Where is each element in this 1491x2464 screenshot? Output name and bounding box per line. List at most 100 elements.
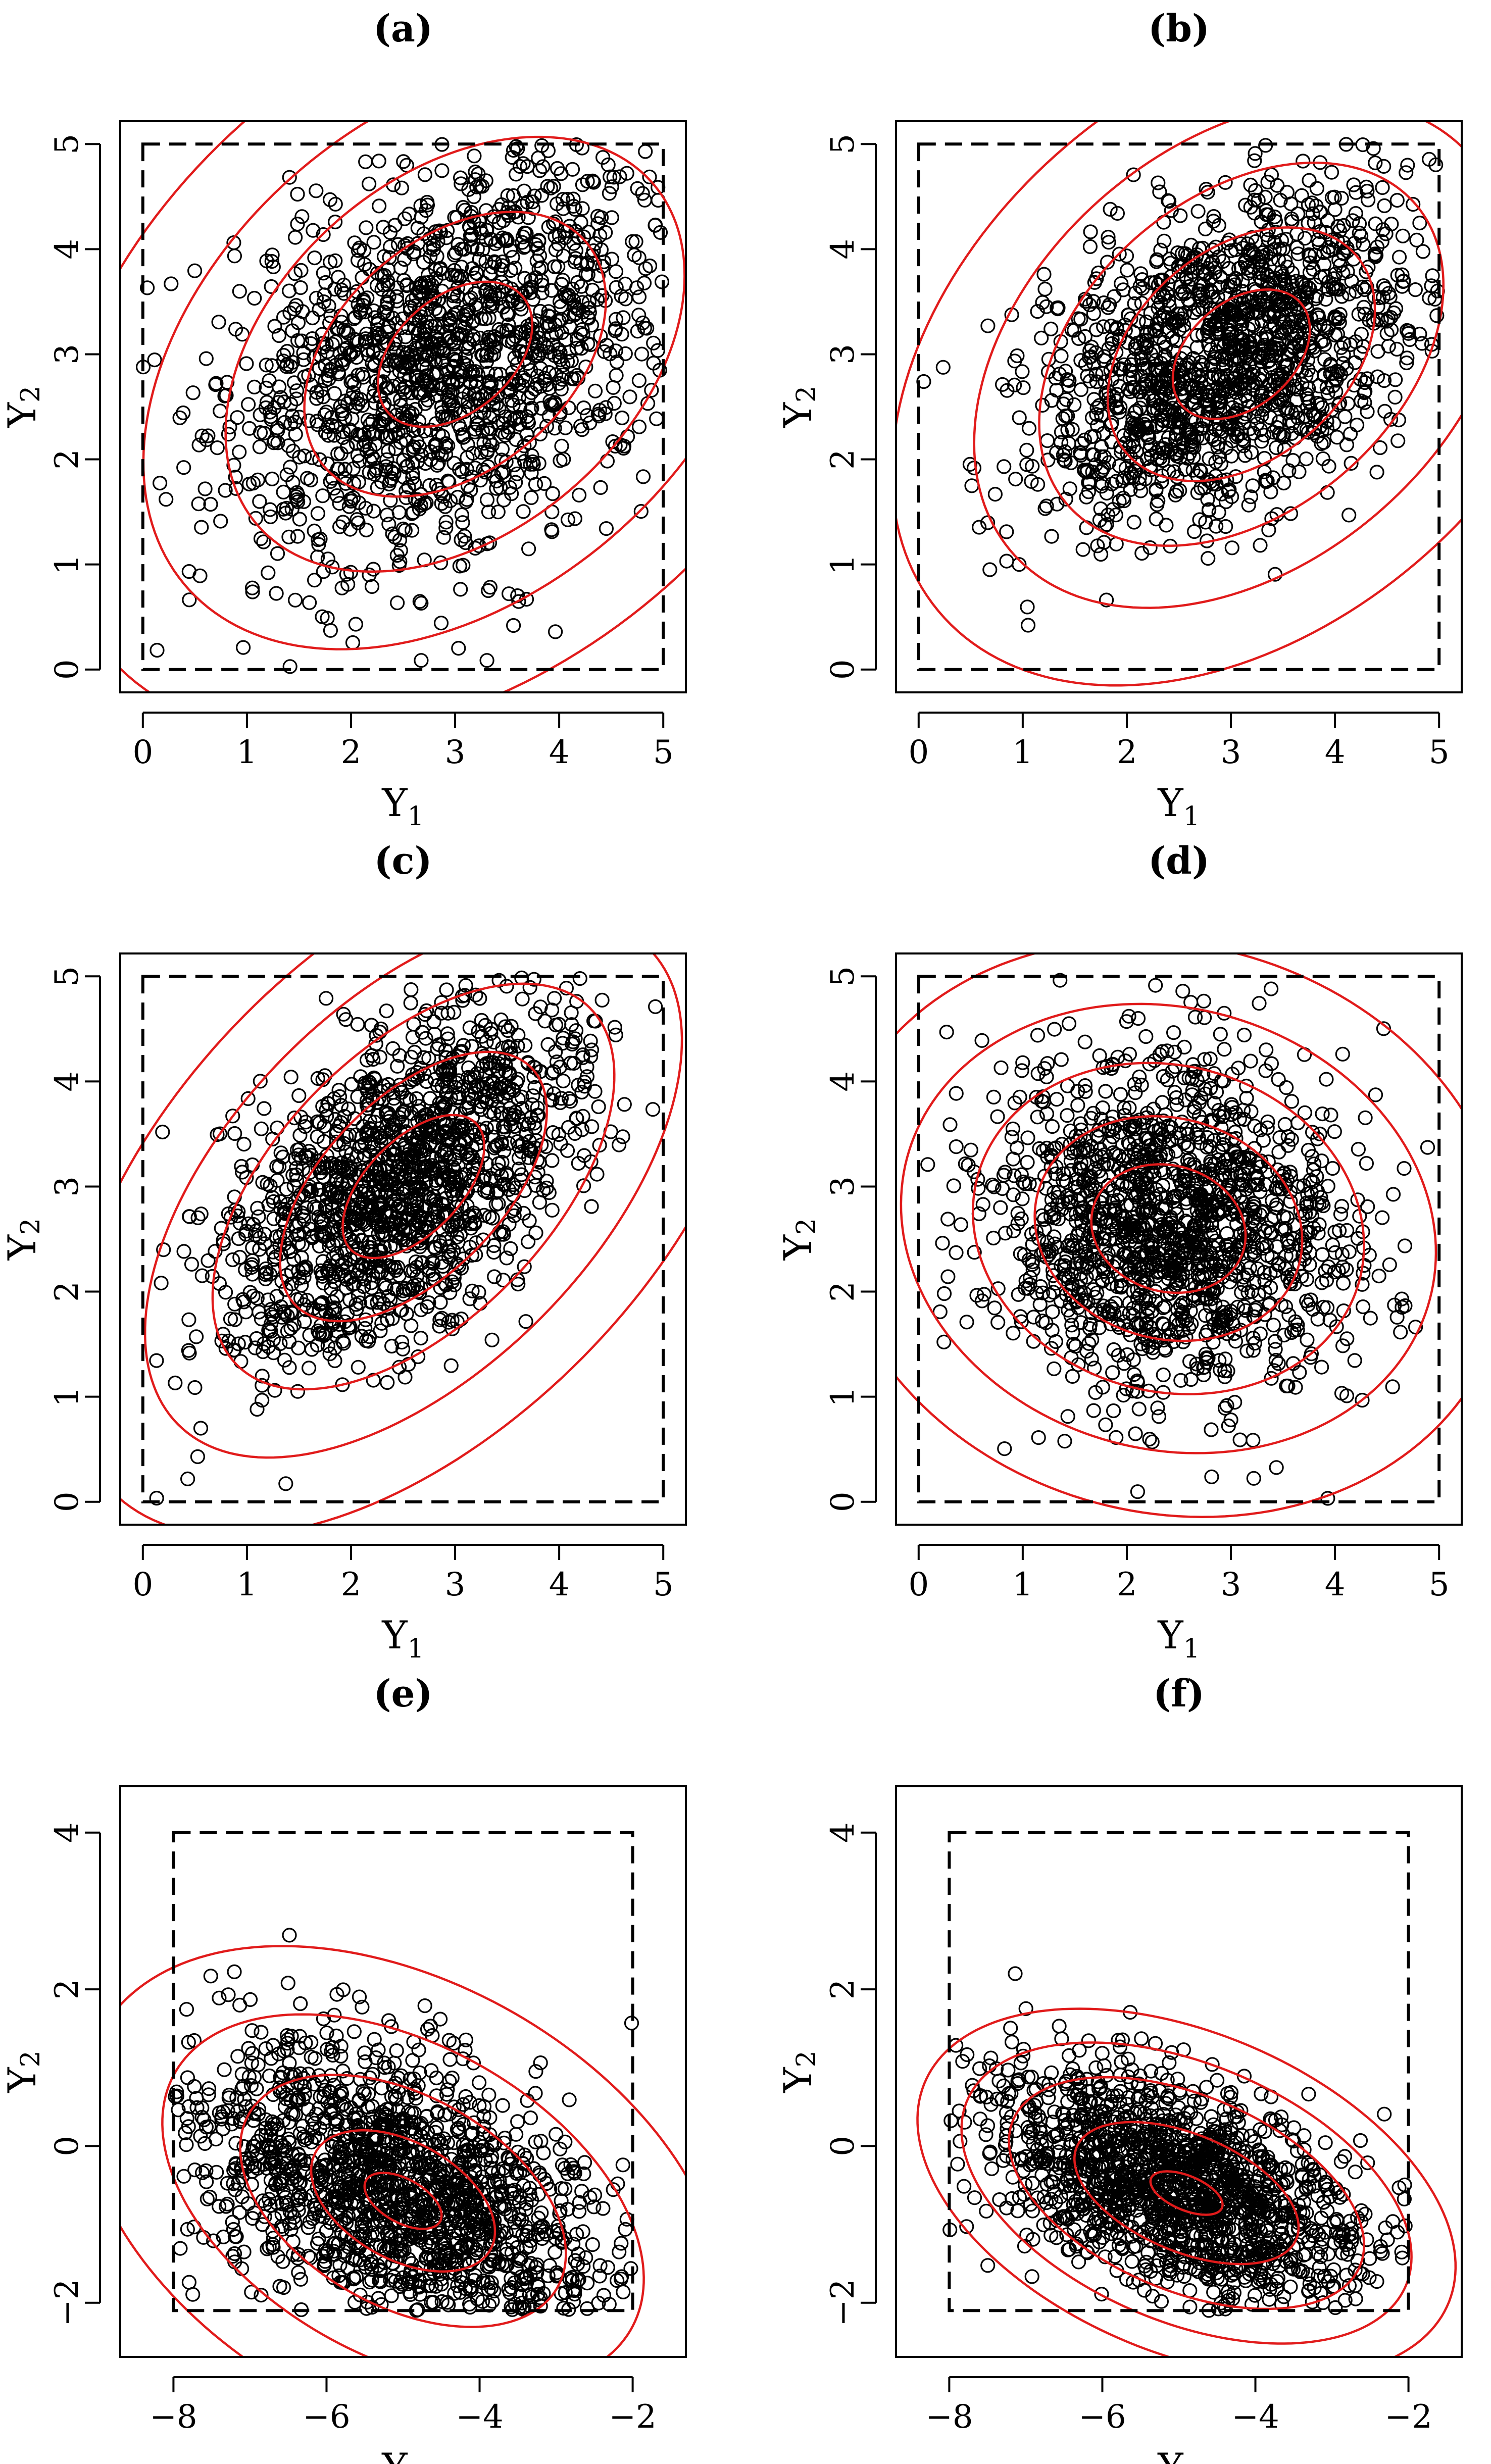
data-point [482, 1055, 498, 1071]
data-point [448, 268, 463, 283]
data-point [1089, 407, 1104, 422]
data-point [997, 459, 1012, 474]
data-point [258, 1261, 273, 1276]
data-point [649, 411, 664, 426]
data-point [507, 457, 522, 473]
data-point [1101, 341, 1116, 356]
data-point [366, 504, 381, 519]
data-point [548, 624, 563, 639]
data-point [430, 234, 445, 249]
density-contours [120, 121, 686, 692]
data-point [415, 358, 430, 373]
data-point [1247, 192, 1262, 208]
data-point [182, 592, 197, 608]
data-point [492, 367, 508, 382]
x-tick-label: 3 [445, 734, 466, 771]
data-point [366, 1373, 381, 1388]
data-point [482, 1061, 498, 1076]
data-point [312, 1327, 327, 1342]
data-point [1120, 446, 1135, 461]
data-point [213, 404, 228, 419]
data-point [527, 348, 543, 364]
data-point [437, 412, 453, 427]
data-point [257, 1227, 272, 1242]
data-point [551, 259, 566, 274]
data-point [284, 501, 300, 517]
data-point [227, 1342, 242, 1357]
y-tick-label: 2 [48, 449, 86, 470]
data-point [598, 225, 613, 240]
data-point [1234, 303, 1249, 318]
data-point [495, 1224, 511, 1239]
data-point [281, 283, 297, 298]
data-point [393, 260, 409, 276]
data-point [1206, 358, 1221, 374]
data-point [1387, 389, 1403, 405]
data-point [509, 410, 524, 425]
data-point [1301, 247, 1316, 262]
data-point [1331, 253, 1347, 268]
data-point [401, 1356, 416, 1372]
data-point [343, 346, 359, 362]
data-point [1360, 404, 1375, 419]
data-point [1103, 202, 1118, 217]
data-point [301, 413, 317, 428]
data-point [1016, 380, 1031, 395]
data-point [653, 225, 668, 240]
data-point [569, 340, 584, 356]
data-point [1415, 244, 1430, 259]
data-point [293, 1151, 309, 1166]
data-point [312, 1115, 327, 1130]
data-point [481, 332, 496, 347]
data-point [1248, 1204, 1263, 1220]
data-point [307, 573, 322, 588]
data-point [379, 1003, 394, 1019]
data-point [1224, 448, 1239, 464]
data-point [1119, 248, 1134, 264]
data-point [247, 290, 262, 306]
data-point [458, 349, 473, 364]
data-point [1012, 410, 1027, 425]
data-point [630, 181, 645, 196]
data-point [1334, 190, 1349, 206]
data-point [630, 324, 645, 339]
data-point [1243, 489, 1259, 505]
data-point [481, 505, 496, 520]
data-point [554, 1091, 569, 1106]
data-point [1153, 295, 1168, 310]
contour-line [896, 121, 1462, 687]
plot-frame [119, 952, 687, 1526]
data-point [364, 1275, 379, 1290]
data-point [358, 154, 373, 169]
data-point [515, 991, 530, 1007]
data-point [332, 1089, 347, 1104]
data-point [1429, 308, 1445, 323]
data-point [351, 1211, 366, 1226]
data-point [471, 1285, 486, 1300]
data-point [554, 438, 569, 454]
data-point [1039, 1069, 1054, 1084]
data-point [552, 1017, 567, 1032]
data-point [1126, 167, 1141, 182]
data-point [154, 1276, 169, 1291]
data-point [1128, 285, 1143, 300]
data-point [1065, 422, 1080, 437]
data-point [390, 237, 406, 252]
data-point [315, 1266, 330, 1281]
y-axis-title-subscript: 2 [16, 386, 46, 403]
data-point [516, 240, 531, 255]
data-point [591, 1099, 606, 1115]
data-point [420, 1299, 435, 1314]
data-point [645, 1102, 661, 1117]
x-axis-title-main: Y [1157, 780, 1183, 825]
data-point [448, 347, 463, 363]
data-point [453, 421, 468, 436]
data-point [1428, 157, 1444, 172]
data-point [311, 532, 326, 547]
data-point [566, 236, 581, 251]
data-point [287, 230, 303, 245]
data-point [369, 461, 384, 476]
data-point [473, 473, 488, 488]
